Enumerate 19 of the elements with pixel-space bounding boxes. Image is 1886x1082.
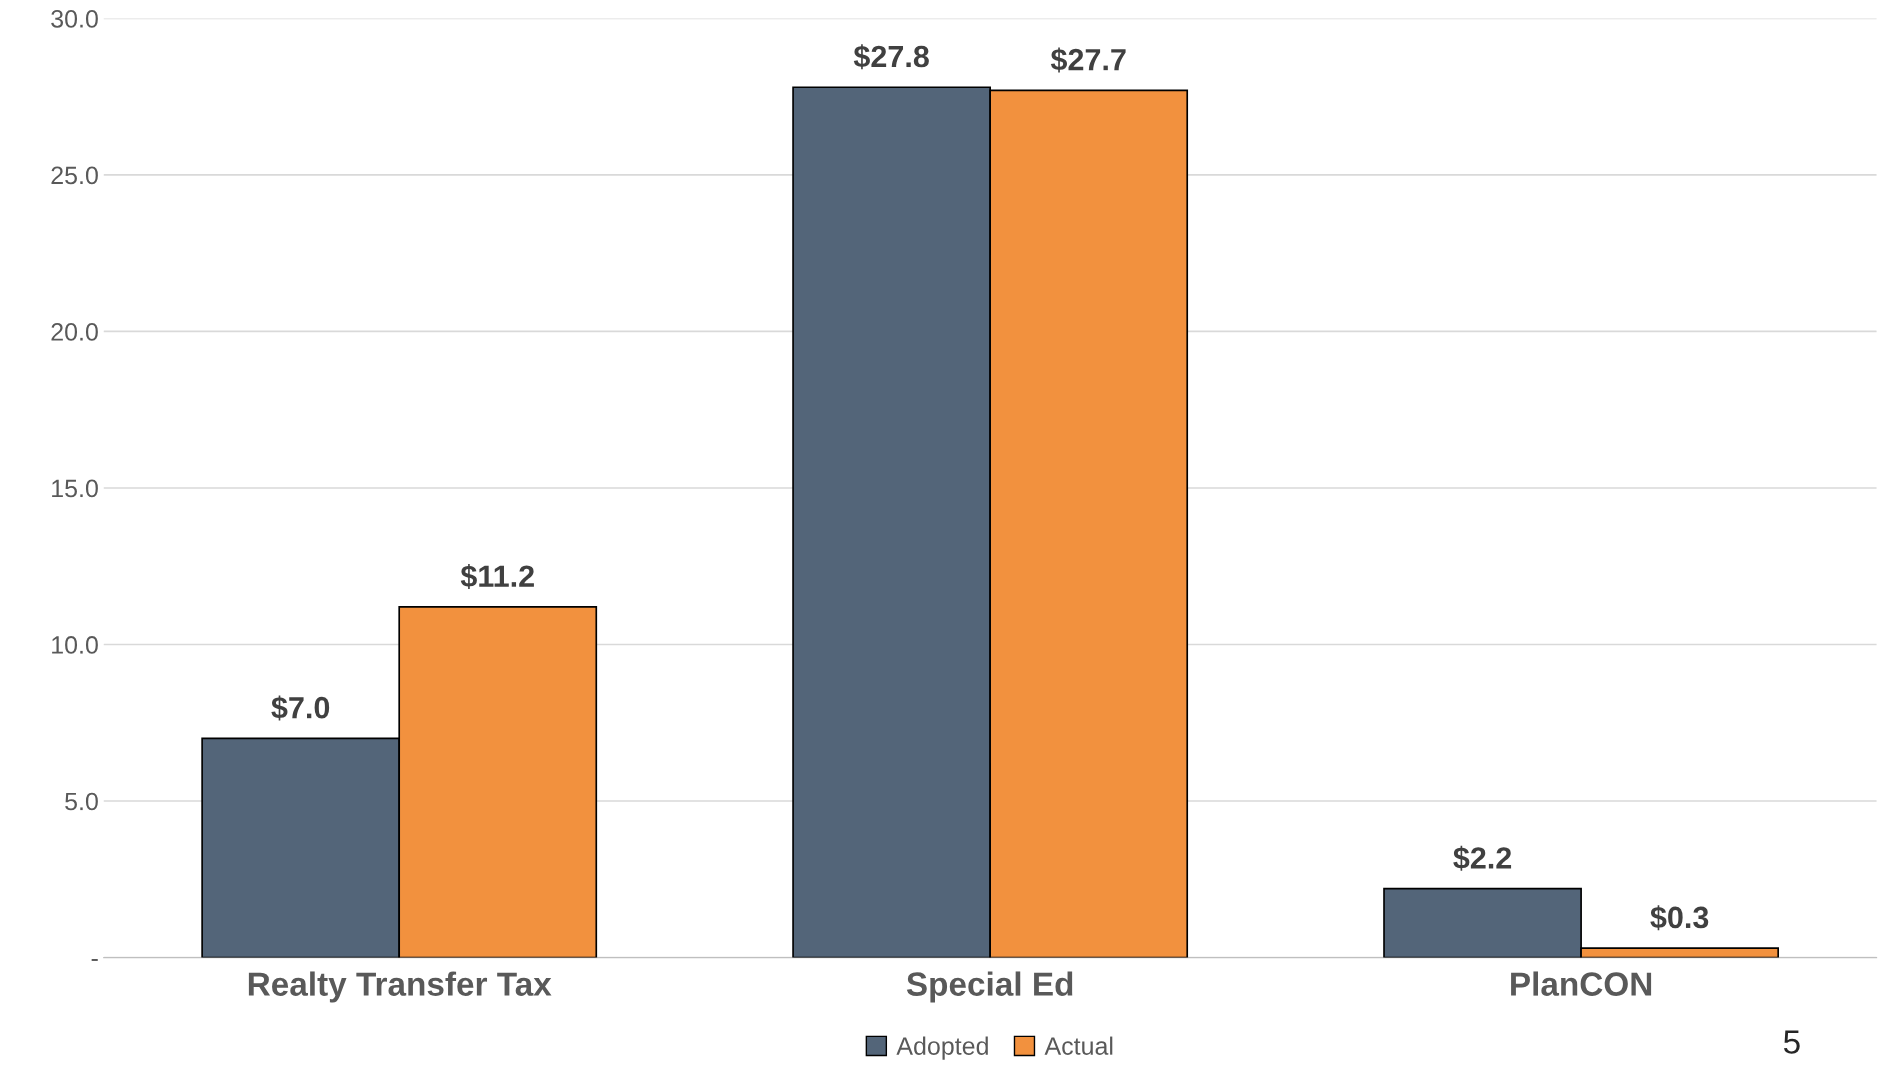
legend-label: Adopted — [896, 1036, 988, 1060]
y-tick-label: 10.0 — [52, 636, 98, 654]
data-label: $2.2 — [1453, 845, 1512, 871]
y-tick-label: 30.0 — [51, 10, 98, 28]
y-tick-label: 20.0 — [51, 323, 98, 341]
data-label: $0.3 — [1650, 905, 1709, 931]
y-tick-label: 5.0 — [65, 792, 98, 811]
data-label: $27.8 — [853, 44, 929, 70]
x-tick-label: Special Ed — [906, 971, 1073, 1003]
x-tick-label: PlanCON — [1511, 971, 1652, 996]
y-tick-label: 15.0 — [52, 479, 98, 498]
data-label: $11.2 — [460, 564, 534, 589]
text: 5 — [1783, 1030, 1800, 1054]
y-tick-label: - — [91, 959, 98, 961]
legend-label: Actual — [1044, 1036, 1113, 1055]
x-tick-label: Realty Transfer Tax — [248, 971, 552, 1003]
data-label: $27.7 — [1050, 47, 1126, 73]
y-tick-label: 25.0 — [51, 166, 98, 185]
data-label: $7.0 — [271, 695, 330, 721]
